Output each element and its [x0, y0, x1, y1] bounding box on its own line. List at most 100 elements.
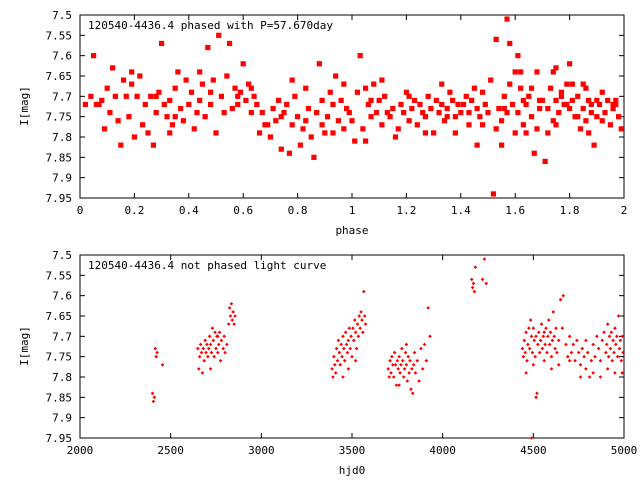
- data-point: [93, 101, 99, 108]
- data-point: [501, 105, 507, 112]
- data-point: [543, 342, 547, 347]
- data-point: [395, 358, 400, 363]
- data-point: [148, 93, 154, 99]
- data-point: [213, 330, 217, 335]
- plot-frame: [79, 254, 625, 439]
- data-point: [605, 322, 610, 326]
- data-point: [335, 118, 341, 124]
- data-point: [343, 330, 348, 335]
- data-point: [499, 118, 505, 124]
- data-point: [353, 330, 358, 335]
- data-point: [618, 338, 623, 343]
- data-point: [596, 346, 601, 351]
- data-point: [614, 342, 618, 347]
- data-point: [588, 101, 594, 108]
- data-point: [330, 130, 336, 136]
- data-point: [180, 118, 186, 124]
- data-point: [391, 375, 396, 379]
- data-point: [565, 354, 570, 359]
- data-point: [327, 89, 333, 95]
- x-tick-label: 0: [77, 204, 84, 217]
- data-point: [131, 134, 137, 140]
- data-point: [343, 105, 350, 112]
- data-point: [594, 114, 600, 120]
- data-point: [598, 375, 603, 379]
- data-point: [231, 310, 236, 314]
- data-point: [499, 142, 505, 148]
- data-point: [569, 81, 575, 87]
- data-point: [589, 358, 594, 363]
- data-point: [210, 326, 215, 330]
- data-point: [485, 110, 491, 116]
- data-point: [351, 326, 355, 330]
- data-point: [341, 334, 345, 339]
- data-point: [227, 306, 232, 310]
- data-point: [555, 350, 559, 355]
- data-point: [610, 105, 616, 112]
- data-point: [538, 338, 543, 343]
- data-point: [460, 101, 467, 108]
- data-point: [617, 346, 622, 351]
- data-point: [534, 69, 540, 75]
- data-point: [584, 367, 588, 371]
- data-point: [404, 363, 409, 367]
- data-point: [361, 330, 365, 335]
- data-point: [400, 346, 404, 351]
- data-point: [335, 358, 340, 363]
- y-tick-label: 7.95: [46, 432, 73, 445]
- data-point: [145, 130, 151, 136]
- x-axis-label: hjd0: [339, 464, 366, 477]
- data-point: [410, 367, 414, 371]
- data-point: [218, 93, 225, 99]
- data-point: [373, 110, 380, 116]
- data-point: [110, 65, 116, 71]
- y-tick-label: 7.75: [46, 351, 73, 364]
- data-point: [214, 346, 218, 351]
- data-point: [591, 371, 595, 375]
- data-point: [501, 93, 507, 99]
- data-point: [556, 363, 561, 367]
- data-point: [228, 314, 233, 318]
- data-point: [265, 122, 271, 128]
- data-point: [575, 338, 579, 343]
- data-point: [178, 105, 184, 112]
- data-point: [401, 375, 406, 379]
- data-point: [316, 61, 322, 67]
- y-tick-label: 7.7: [52, 330, 72, 343]
- data-point: [206, 346, 211, 351]
- data-point: [216, 350, 220, 355]
- data-point: [361, 289, 366, 294]
- data-point: [153, 110, 159, 116]
- data-point: [507, 81, 513, 87]
- data-point: [197, 354, 202, 359]
- data-point: [129, 81, 135, 87]
- data-point: [379, 77, 385, 83]
- unphased-light-curve-chart: 120540-4436.4 not phased light curve hjd…: [18, 249, 637, 477]
- data-point: [350, 354, 354, 359]
- data-point: [546, 318, 551, 322]
- data-point: [167, 97, 173, 103]
- data-point: [345, 350, 350, 355]
- data-point: [259, 110, 265, 116]
- data-point: [358, 326, 362, 330]
- data-point: [363, 85, 369, 91]
- x-tick-label: 0.6: [233, 204, 253, 217]
- data-point: [480, 277, 485, 282]
- data-point: [368, 97, 374, 103]
- data-point: [408, 358, 412, 363]
- data-point: [392, 350, 397, 355]
- data-point: [401, 110, 407, 116]
- data-point: [222, 334, 226, 339]
- data-point: [521, 354, 526, 359]
- data-point: [334, 346, 339, 351]
- data-point: [564, 81, 570, 87]
- data-point: [246, 81, 252, 87]
- data-point: [167, 130, 173, 136]
- data-point: [295, 114, 301, 120]
- data-point: [411, 97, 418, 103]
- data-point: [224, 73, 230, 79]
- data-point: [528, 85, 535, 91]
- x-tick-label: 1.8: [560, 204, 580, 217]
- data-point: [397, 354, 401, 359]
- data-point: [569, 350, 574, 355]
